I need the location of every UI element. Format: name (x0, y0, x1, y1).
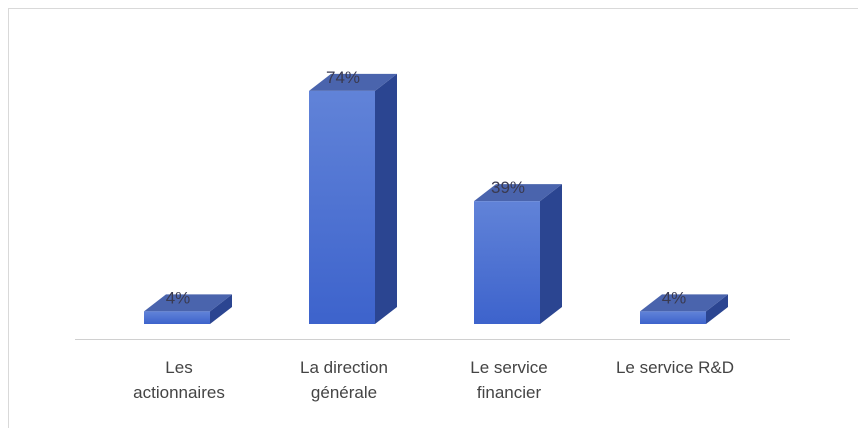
bar (640, 294, 728, 324)
x-tick-label: Le service R&D (615, 358, 735, 377)
bar (474, 184, 562, 324)
bar-front (309, 90, 375, 325)
value-label: 4% (662, 288, 687, 307)
value-label: 4% (166, 288, 191, 307)
bar (144, 294, 232, 324)
bar-top (474, 184, 562, 202)
bar-side (210, 294, 232, 324)
value-label: 74% (326, 68, 360, 87)
bar-front (474, 201, 540, 324)
bar-front (144, 311, 210, 324)
bar-side (540, 184, 562, 324)
bar-side (706, 294, 728, 324)
frame (8, 8, 858, 428)
bar-top (309, 73, 397, 91)
x-tick-label: La direction générale (300, 358, 388, 402)
x-tick-label: Les actionnaires (133, 358, 225, 402)
bar-top (144, 294, 232, 312)
bar-top (640, 294, 728, 312)
x-tick-label: Le service financier (470, 358, 548, 402)
bar-front (640, 311, 706, 324)
value-label: 39% (491, 178, 525, 197)
bar-side (375, 73, 397, 325)
bar (309, 73, 397, 325)
